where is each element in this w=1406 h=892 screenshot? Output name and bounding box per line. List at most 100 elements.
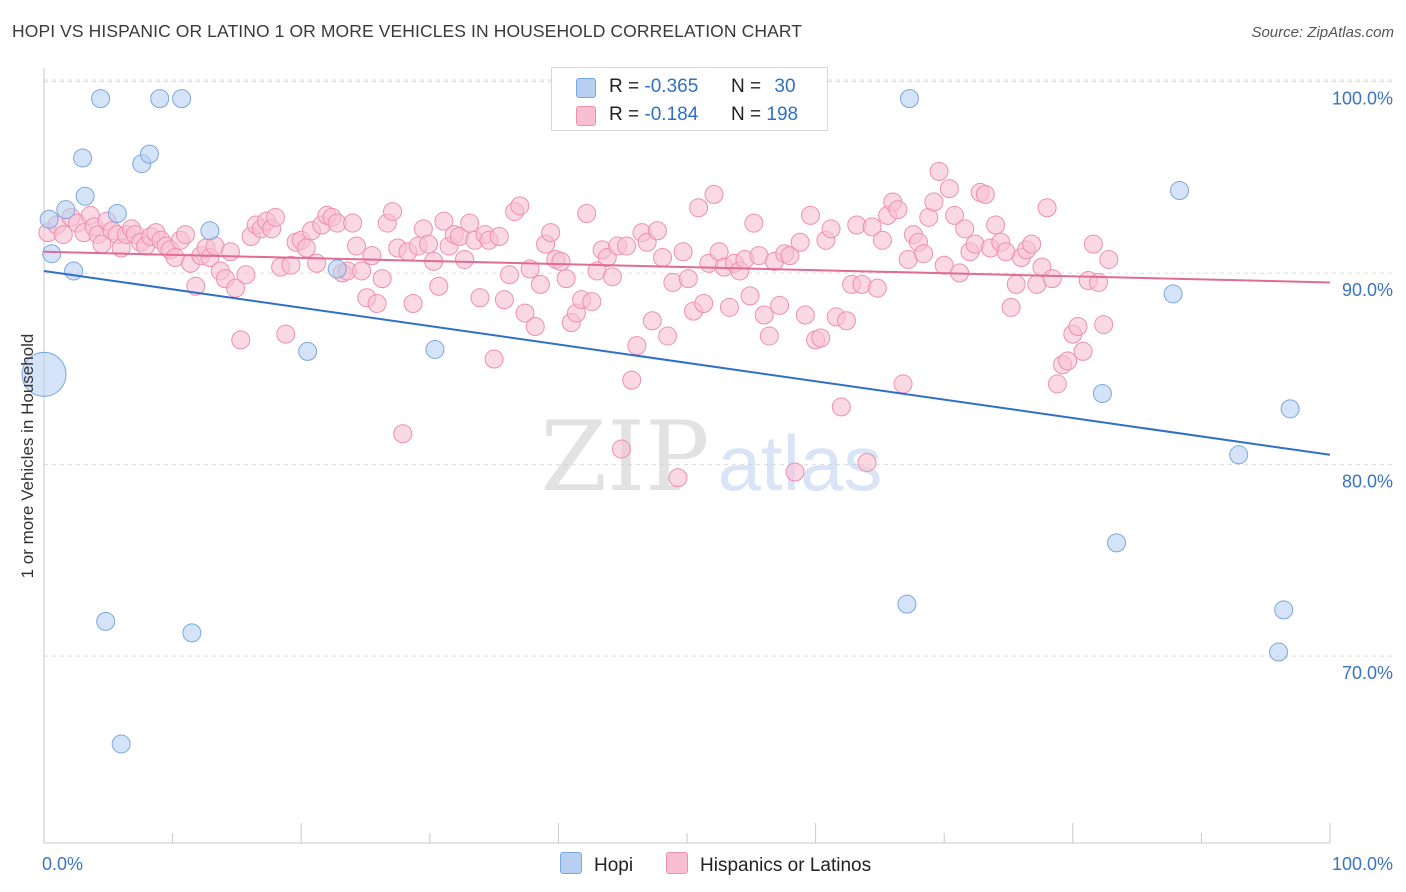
hispanic-r-value: -0.184 — [644, 104, 699, 125]
hispanic-point — [520, 259, 540, 279]
hispanic-point — [955, 219, 975, 239]
y-tick-label-2: 80.0% — [1342, 472, 1393, 492]
stats-row-hopi: R = -0.365 N = 30 — [552, 73, 827, 101]
hispanic-point — [678, 269, 698, 289]
hopi-point — [1107, 533, 1127, 553]
hopi-point — [327, 259, 347, 279]
hopi-point — [111, 734, 131, 754]
hopi-point — [897, 594, 917, 614]
hopi-point — [96, 611, 116, 631]
source-credit: Source: ZipAtlas.com — [1251, 24, 1394, 41]
hispanic-point — [489, 226, 509, 246]
bottom-legend-hopi: Hopi — [560, 852, 633, 877]
watermark-atlas: atlas — [718, 419, 883, 507]
hopi-point — [1274, 600, 1294, 620]
hispanic-point — [975, 184, 995, 204]
hispanic-point — [944, 205, 964, 225]
hispanic-point — [383, 202, 403, 222]
hopi-point — [39, 209, 59, 229]
hopi-point — [899, 89, 919, 109]
hopi-r-label: R = — [609, 76, 640, 97]
hispanic-n-value: 198 — [766, 104, 799, 125]
hispanic-point — [434, 211, 454, 231]
bottom-legend-hispanic-label: Hispanics or Latinos — [700, 855, 872, 876]
hopi-r-value: -0.365 — [644, 76, 699, 97]
hopi-point — [1163, 284, 1183, 304]
hispanic-point — [1006, 274, 1026, 294]
hispanic-point — [510, 196, 530, 216]
hispanic-point — [872, 230, 892, 250]
y-axis-title: 1 or more Vehicles in Household — [18, 333, 37, 579]
hopi-point — [64, 261, 84, 281]
hispanic-point — [986, 215, 1006, 235]
hispanic-point — [800, 205, 820, 225]
hopi-point — [75, 186, 95, 206]
hopi-point — [298, 341, 318, 361]
hispanic-point — [780, 246, 800, 266]
hopi-point — [1280, 399, 1300, 419]
hispanic-point — [1037, 198, 1057, 218]
hispanic-point — [694, 294, 714, 314]
hispanic-point — [1094, 315, 1114, 335]
hispanic-point — [556, 269, 576, 289]
hispanic-point — [642, 311, 662, 331]
hispanic-point — [673, 242, 693, 262]
hispanic-point — [1068, 316, 1088, 336]
hopi-point — [182, 623, 202, 643]
hispanic-point — [372, 269, 392, 289]
hispanic-point — [914, 244, 934, 264]
hispanic-point — [939, 179, 959, 199]
hopi-point — [150, 89, 170, 109]
hispanic-point — [924, 192, 944, 212]
hispanic-point — [484, 349, 504, 369]
hopi-point — [1170, 181, 1190, 201]
hispanic-r: R = -0.184 — [609, 104, 698, 126]
hopi-n-label: N = — [731, 76, 762, 97]
hispanic-point — [658, 326, 678, 346]
hispanic-point — [551, 251, 571, 271]
chart-title: HOPI VS HISPANIC OR LATINO 1 OR MORE VEH… — [12, 21, 803, 41]
hispanic-point — [795, 305, 815, 325]
hopi-point — [1269, 642, 1289, 662]
hispanic-point — [541, 223, 561, 243]
hispanic-point — [236, 265, 256, 285]
hopi-point — [56, 200, 76, 220]
hopi-r: R = -0.365 — [609, 76, 698, 98]
x-tick-label-1: 100.0% — [1332, 854, 1393, 874]
hispanic-point — [622, 370, 642, 390]
hispanic-point — [857, 452, 877, 472]
hispanic-point — [276, 324, 296, 344]
hispanic-point — [790, 232, 810, 252]
hispanic-point — [602, 267, 622, 287]
hispanic-point — [281, 255, 301, 275]
hopi-point — [1229, 445, 1249, 465]
hopi-swatch — [576, 78, 596, 98]
bottom-legend-hispanic-swatch — [666, 852, 688, 874]
axis-layer — [43, 68, 1331, 844]
hispanic-point — [393, 424, 413, 444]
hispanic-point — [346, 236, 366, 256]
hispanic-point — [367, 294, 387, 314]
hispanic-point — [704, 184, 724, 204]
hopi-point — [107, 204, 127, 223]
hispanic-point — [627, 336, 647, 356]
hispanic-point — [893, 374, 913, 394]
hispanic-point — [1083, 234, 1103, 254]
hispanic-point — [265, 207, 285, 227]
hopi-point — [91, 89, 111, 109]
hispanic-point — [1001, 297, 1021, 317]
hispanic-point — [500, 265, 520, 285]
hispanic-point — [429, 276, 449, 296]
hispanic-point — [617, 236, 637, 256]
hispanic-point — [525, 316, 545, 336]
hispanic-point — [582, 292, 602, 312]
hopi-point — [73, 148, 93, 168]
points-layer — [21, 89, 1300, 754]
hispanic-point — [494, 290, 514, 310]
hispanic-point — [515, 303, 535, 323]
hispanic-r-label: R = — [609, 104, 640, 125]
hopi-point — [172, 89, 192, 109]
y-tick-label-1: 90.0% — [1342, 280, 1393, 300]
hispanic-point — [647, 221, 667, 241]
